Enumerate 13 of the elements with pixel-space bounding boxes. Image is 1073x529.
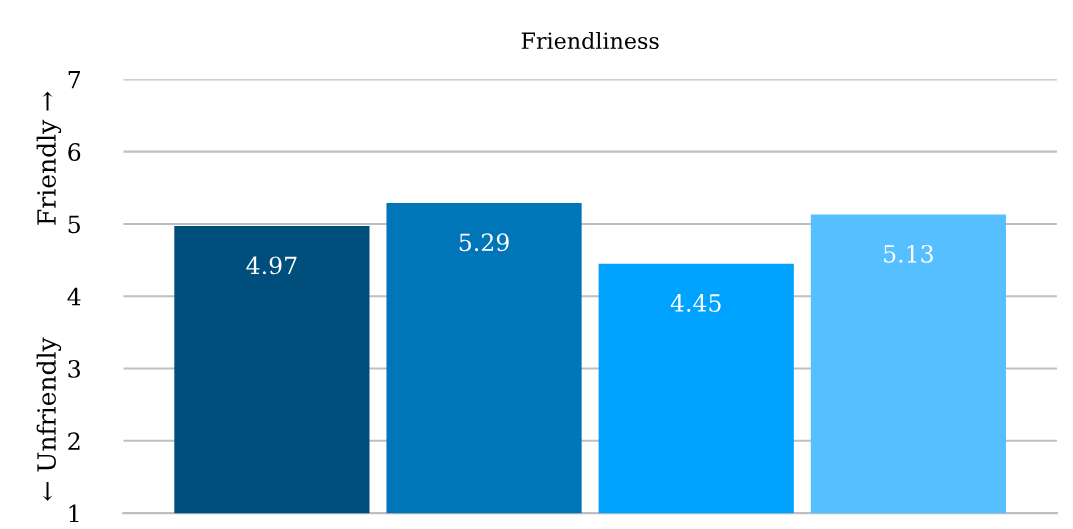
y-tick-label: 1 [69, 504, 79, 523]
y-tick-label: 3 [68, 359, 80, 378]
chart-title: Friendliness [521, 31, 659, 50]
y-axis-title: ← Unfriendly Friendly → [36, 91, 62, 501]
y-tick-label: 4 [67, 287, 81, 306]
data-label: 5.13 [884, 244, 933, 263]
y-tick-label: 2 [68, 432, 80, 450]
data-label: 4.97 [246, 256, 297, 275]
y-tick-label: 5 [68, 215, 80, 234]
data-label: 4.45 [670, 294, 721, 312]
y-tick-label: 6 [68, 143, 81, 161]
y-tick-label: 7 [68, 71, 81, 89]
data-label: 5.29 [459, 233, 509, 252]
